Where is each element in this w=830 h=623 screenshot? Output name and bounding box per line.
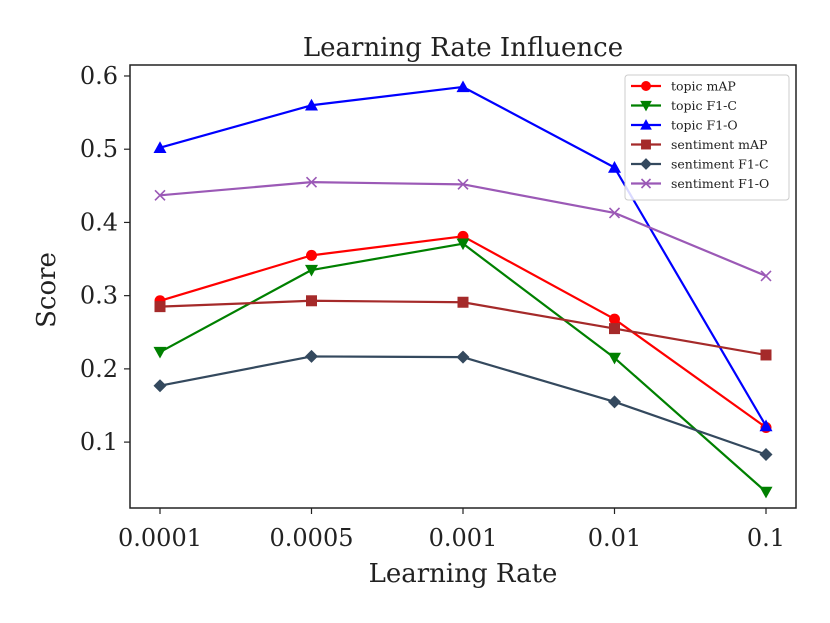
series-line xyxy=(159,355,767,456)
data-point xyxy=(608,207,621,219)
chart-title: Learning Rate Influence xyxy=(303,33,623,63)
data-point xyxy=(760,349,772,361)
data-point xyxy=(759,419,773,432)
data-point xyxy=(153,346,167,359)
series-topic-f1-o xyxy=(153,80,773,432)
legend-item-sentiment-f1-o: sentiment F1-O xyxy=(631,176,769,191)
legend-item-sentiment-map: sentiment mAP xyxy=(631,137,767,152)
legend-item-topic-map: topic mAP xyxy=(631,79,736,94)
legend-label: sentiment F1-C xyxy=(671,157,769,172)
y-tick-label: 0.3 xyxy=(80,282,118,310)
data-point xyxy=(759,486,773,499)
data-point xyxy=(760,270,772,282)
x-tick-label: 0.0001 xyxy=(118,524,202,552)
legend-marker xyxy=(640,178,652,189)
data-point xyxy=(153,379,167,393)
data-point xyxy=(154,189,166,201)
legend-marker xyxy=(640,158,652,170)
y-tick-label: 0.5 xyxy=(80,135,118,163)
legend-marker xyxy=(640,100,652,112)
plot-area xyxy=(153,80,773,499)
data-point xyxy=(608,395,621,409)
data-point xyxy=(153,141,167,153)
legend-label: topic F1-O xyxy=(671,118,738,133)
legend-marker xyxy=(640,119,652,130)
data-point xyxy=(456,80,470,93)
data-point xyxy=(457,178,469,190)
data-point xyxy=(608,352,621,365)
y-tick-label: 0.4 xyxy=(80,208,118,236)
legend-label: topic mAP xyxy=(671,79,736,94)
x-tick-label: 0.01 xyxy=(588,524,641,552)
data-point xyxy=(305,176,318,188)
legend-label: sentiment mAP xyxy=(671,137,767,152)
legend-item-topic-f1-o: topic F1-O xyxy=(631,118,738,133)
data-point xyxy=(456,350,470,364)
data-point xyxy=(305,349,318,363)
legend-item-topic-f1-c: topic F1-C xyxy=(631,98,737,113)
data-point xyxy=(306,249,317,261)
x-tick-label: 0.001 xyxy=(429,524,498,552)
series-sentiment-f1-o xyxy=(154,176,772,282)
y-tick-label: 0.6 xyxy=(80,62,118,90)
legend-label: sentiment F1-O xyxy=(671,176,769,191)
data-point xyxy=(609,313,620,325)
legend-item-sentiment-f1-c: sentiment F1-C xyxy=(631,157,769,172)
data-point xyxy=(154,301,166,313)
data-point xyxy=(759,448,773,462)
series-sentiment-map xyxy=(154,295,772,361)
data-point xyxy=(306,295,317,307)
legend-box xyxy=(624,74,790,201)
legend-marker xyxy=(641,139,651,150)
y-tick-label: 0.2 xyxy=(80,355,118,383)
data-point xyxy=(456,238,470,251)
series-topic-f1-c xyxy=(153,238,773,499)
x-tick-label: 0.0005 xyxy=(270,524,354,552)
legend-marker xyxy=(641,81,651,91)
series-line xyxy=(159,235,767,429)
x-axis-label: Learning Rate xyxy=(369,559,558,589)
legend: topic mAP topic F1-C topic F1-O sentiment m… xyxy=(624,74,790,201)
series-topic-map xyxy=(154,230,772,433)
data-point xyxy=(609,323,620,335)
y-tick-label: 0.1 xyxy=(80,428,118,456)
y-axis-label: Score xyxy=(32,252,62,328)
data-point xyxy=(457,296,469,308)
series-sentiment-f1-c xyxy=(153,349,773,462)
x-tick-label: 0.1 xyxy=(747,524,785,552)
data-point xyxy=(305,264,318,277)
series-line xyxy=(159,299,767,357)
legend-label: topic F1-C xyxy=(671,98,737,113)
data-point xyxy=(608,161,621,173)
data-point xyxy=(305,98,318,111)
